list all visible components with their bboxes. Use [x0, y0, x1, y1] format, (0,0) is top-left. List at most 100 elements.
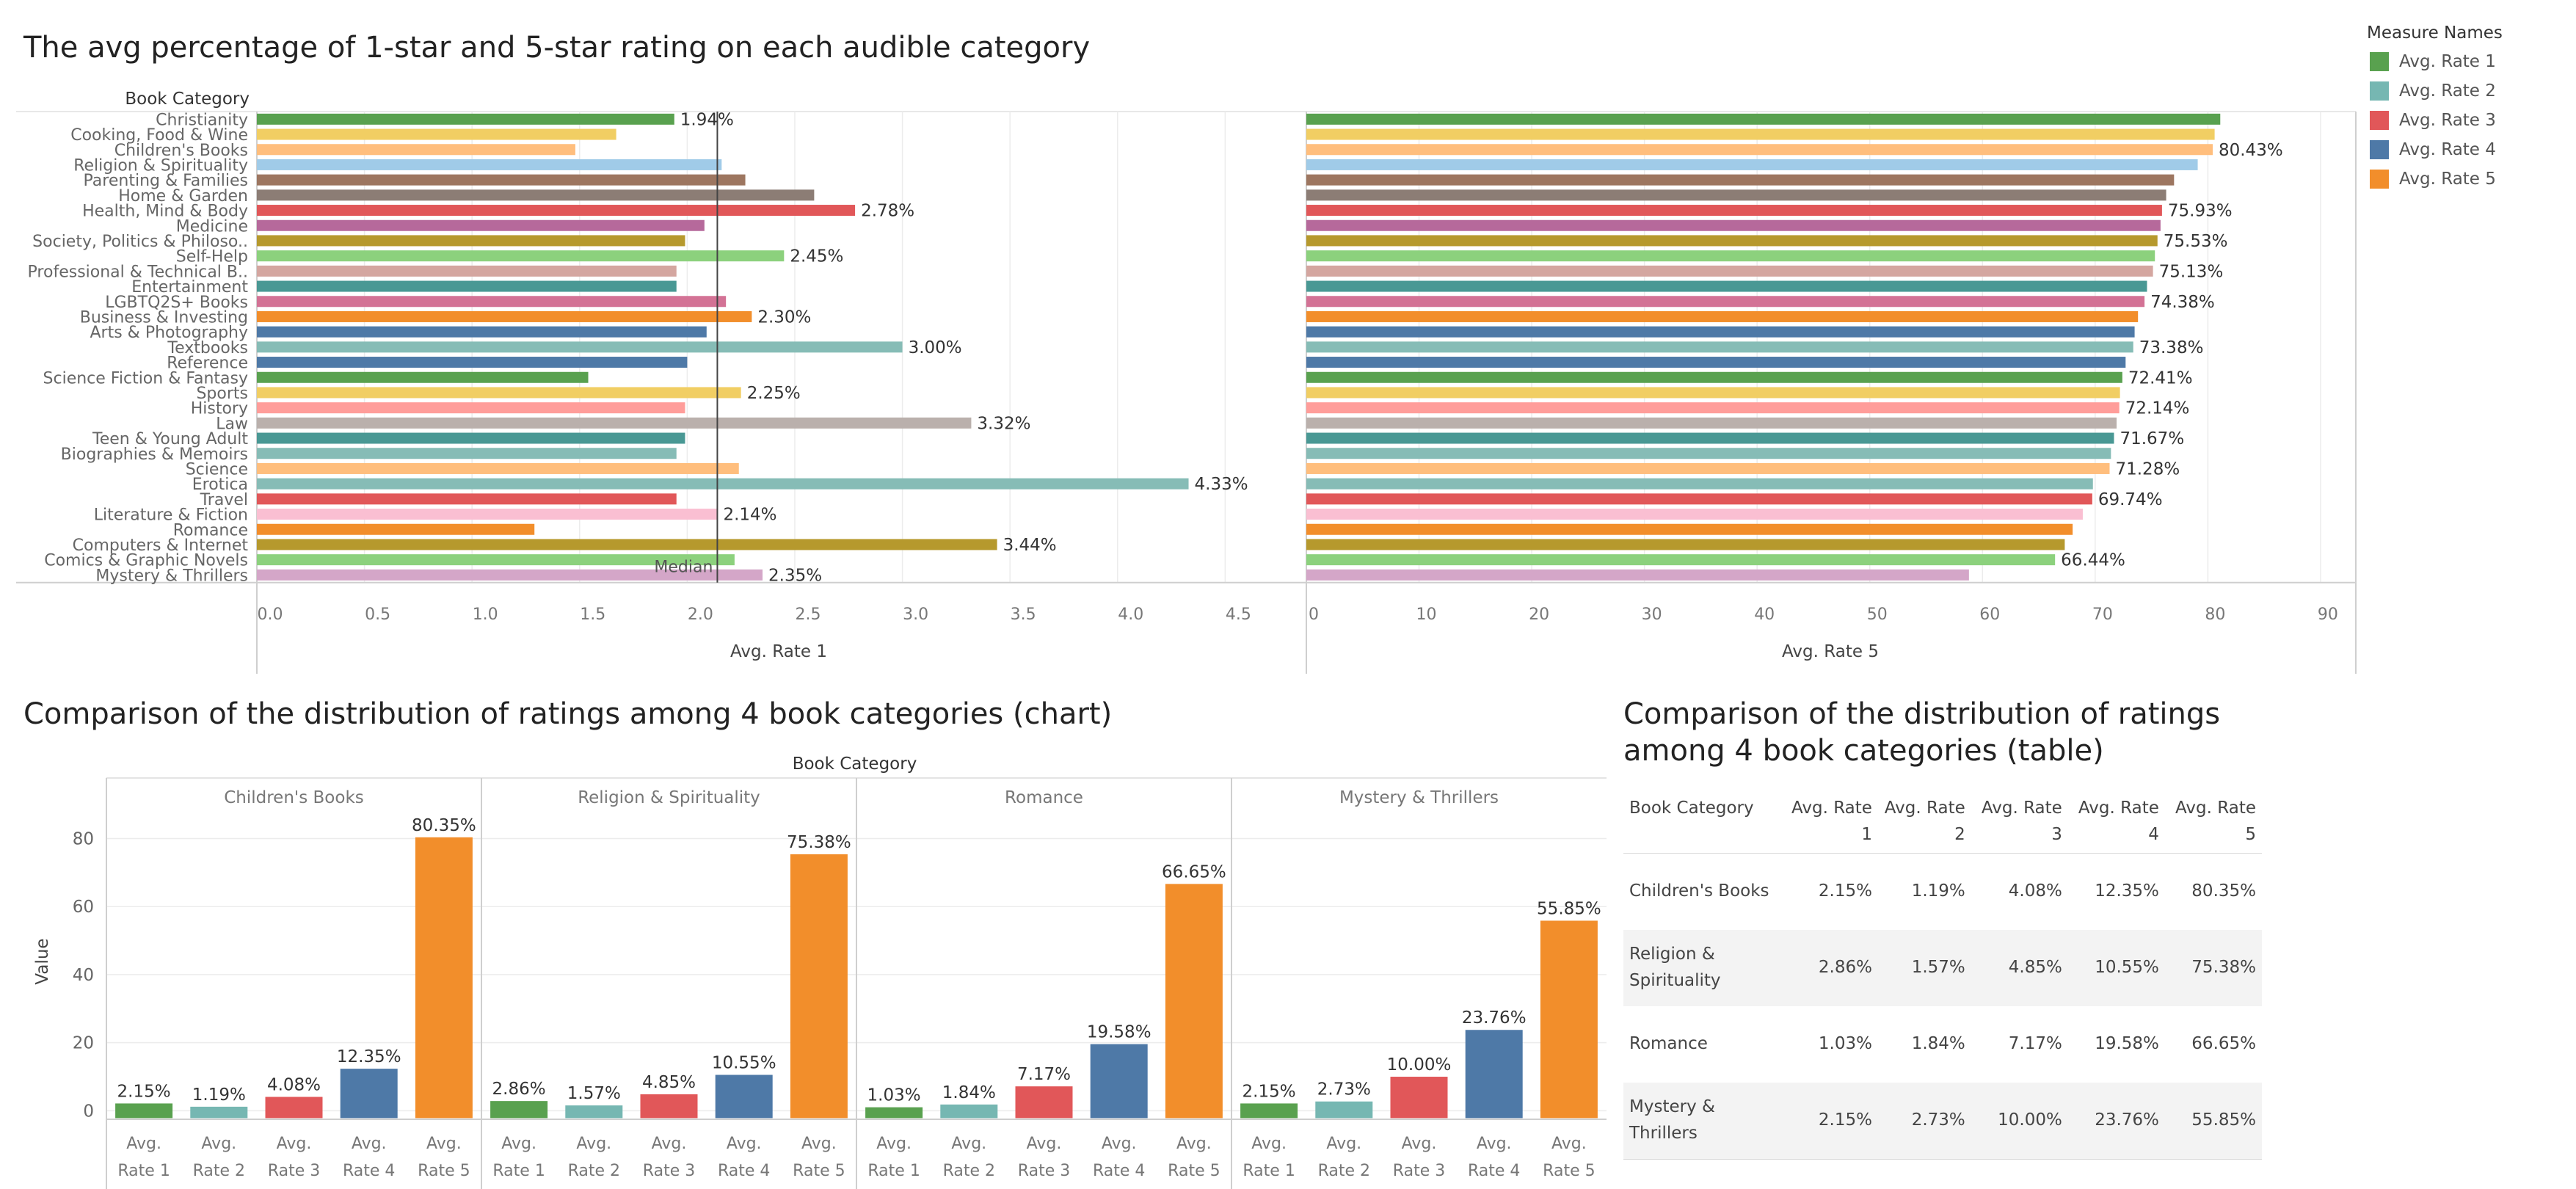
table-row: Religion & Spirituality 2.86% 1.57% 4.85… [1623, 930, 2262, 1006]
legend-swatch [2370, 81, 2389, 101]
bar-avg-rate-1 [257, 219, 705, 231]
bar-avg-rate-4 [340, 1069, 398, 1119]
legend-item-rate-4[interactable]: Avg. Rate 4 [2367, 135, 2503, 164]
x-tick-label: 40 [1754, 606, 1775, 624]
data-label: 72.14% [2125, 399, 2190, 418]
x-tick-label: 80 [2205, 606, 2225, 624]
bar-avg-rate-1 [257, 357, 688, 368]
data-label: 10.55% [712, 1053, 776, 1072]
bar-avg-rate-1 [257, 113, 674, 125]
category-label: History [191, 400, 248, 418]
data-label: 66.44% [2061, 551, 2125, 570]
bar-avg-rate-5 [1306, 417, 2117, 429]
x-tick-label: 30 [1642, 606, 1662, 624]
bar-avg-rate-5 [1306, 310, 2139, 322]
x-tick-label: Avg. [801, 1135, 837, 1153]
x-tick-label: Avg. [277, 1135, 312, 1153]
bar-avg-rate-5 [1306, 448, 2111, 459]
category-label: Science Fiction & Fantasy [43, 369, 248, 388]
bottom-chart-title: Comparison of the distribution of rating… [23, 697, 1113, 731]
column-header: Avg. Rate 3 [1981, 799, 2062, 844]
table-cell: 2.86% [1785, 930, 1878, 1006]
x-tick-label: Avg. [576, 1135, 611, 1153]
x-tick-label: 4.0 [1118, 606, 1143, 624]
bar-avg-rate-1 [490, 1101, 548, 1119]
x-tick-label: Avg. [1402, 1135, 1437, 1153]
legend-item-rate-3[interactable]: Avg. Rate 3 [2367, 106, 2503, 135]
data-label: 2.73% [1317, 1080, 1371, 1099]
legend-item-rate-1[interactable]: Avg. Rate 1 [2367, 47, 2503, 76]
x-tick-label: 2.0 [688, 606, 713, 624]
category-label: Health, Mind & Body [82, 203, 248, 221]
bar-avg-rate-5 [1306, 493, 2092, 505]
bar-avg-rate-5 [1306, 326, 2135, 338]
x-tick-label: Rate 1 [867, 1162, 920, 1180]
data-label: 66.65% [1162, 862, 1226, 881]
data-label: 4.08% [267, 1075, 321, 1094]
bar-avg-rate-1 [115, 1103, 173, 1119]
y-tick-label: 60 [73, 898, 94, 917]
data-label: 1.94% [680, 110, 734, 129]
legend-label: Avg. Rate 1 [2399, 52, 2496, 71]
x-tick-label: 90 [2318, 606, 2338, 624]
category-label: Biographies & Memoirs [61, 446, 248, 464]
x-tick-label: Avg. [352, 1135, 387, 1153]
data-label: 1.03% [867, 1086, 921, 1105]
x-tick-label: Avg. [1102, 1135, 1137, 1153]
x-tick-label: Rate 1 [1242, 1162, 1295, 1180]
x-tick-label: Avg. [201, 1135, 236, 1153]
bar-avg-rate-5 [1306, 144, 2213, 156]
legend-item-rate-5[interactable]: Avg. Rate 5 [2367, 164, 2503, 194]
data-label: 12.35% [337, 1047, 401, 1066]
bar-avg-rate-5 [1306, 357, 2126, 368]
bar-avg-rate-1 [257, 509, 718, 520]
data-label: 80.35% [412, 816, 476, 835]
bar-avg-rate-5 [1165, 884, 1223, 1119]
bar-avg-rate-5 [1306, 432, 2114, 444]
y-tick-label: 20 [73, 1034, 94, 1053]
column-header: Book Category [793, 755, 917, 774]
x-tick-label: Rate 1 [492, 1162, 545, 1180]
x-tick-label: Rate 5 [1543, 1162, 1595, 1180]
legend-item-rate-2[interactable]: Avg. Rate 2 [2367, 76, 2503, 106]
x-tick-label: Rate 3 [643, 1162, 695, 1180]
bar-avg-rate-1 [257, 235, 685, 247]
data-label: 10.00% [1387, 1055, 1452, 1075]
bar-avg-rate-1 [257, 159, 722, 170]
x-tick-label: 60 [1979, 606, 2000, 624]
category-label: Sports [196, 385, 248, 403]
category-label: Medicine [176, 217, 248, 236]
y-tick-label: 0 [83, 1102, 94, 1121]
bar-avg-rate-5 [1306, 371, 2122, 383]
row-header: Book Category [125, 90, 250, 109]
category-label: Comics & Graphic Novels [44, 552, 248, 570]
y-tick-label: 40 [73, 966, 94, 985]
data-label: 3.32% [977, 414, 1030, 433]
bar-avg-rate-1 [257, 128, 616, 140]
panel-header: Religion & Spirituality [578, 788, 760, 807]
legend-label: Avg. Rate 2 [2399, 81, 2496, 101]
x-tick-label: Rate 1 [117, 1162, 170, 1180]
bar-avg-rate-3 [640, 1094, 698, 1119]
category-label: LGBTQ2S+ Books [105, 294, 248, 312]
bar-avg-rate-1 [257, 539, 997, 550]
data-label: 72.41% [2128, 368, 2193, 388]
legend-label: Avg. Rate 5 [2399, 170, 2496, 189]
bar-avg-rate-5 [1306, 478, 2093, 490]
distribution-table: Book Category Avg. Rate 1 Avg. Rate 2 Av… [1623, 793, 2262, 1160]
table-row: Children's Books 2.15% 1.19% 4.08% 12.35… [1623, 854, 2262, 931]
bar-avg-rate-1 [257, 417, 972, 429]
category-label: Home & Garden [118, 187, 248, 206]
x-tick-label: Avg. [1477, 1135, 1512, 1153]
category-label: Society, Politics & Philoso.. [32, 233, 248, 251]
table-cell: 66.65% [2191, 1034, 2256, 1054]
data-label: 4.85% [642, 1073, 696, 1092]
bar-avg-rate-2 [1315, 1101, 1373, 1119]
category-label: Reference [167, 354, 248, 373]
y-axis-title: Value [33, 938, 52, 984]
bar-avg-rate-1 [257, 478, 1189, 490]
x-tick-label: 2.5 [795, 606, 821, 624]
bar-avg-rate-1 [257, 265, 677, 277]
data-label: 1.19% [192, 1086, 246, 1105]
data-label: 75.93% [2168, 202, 2233, 221]
